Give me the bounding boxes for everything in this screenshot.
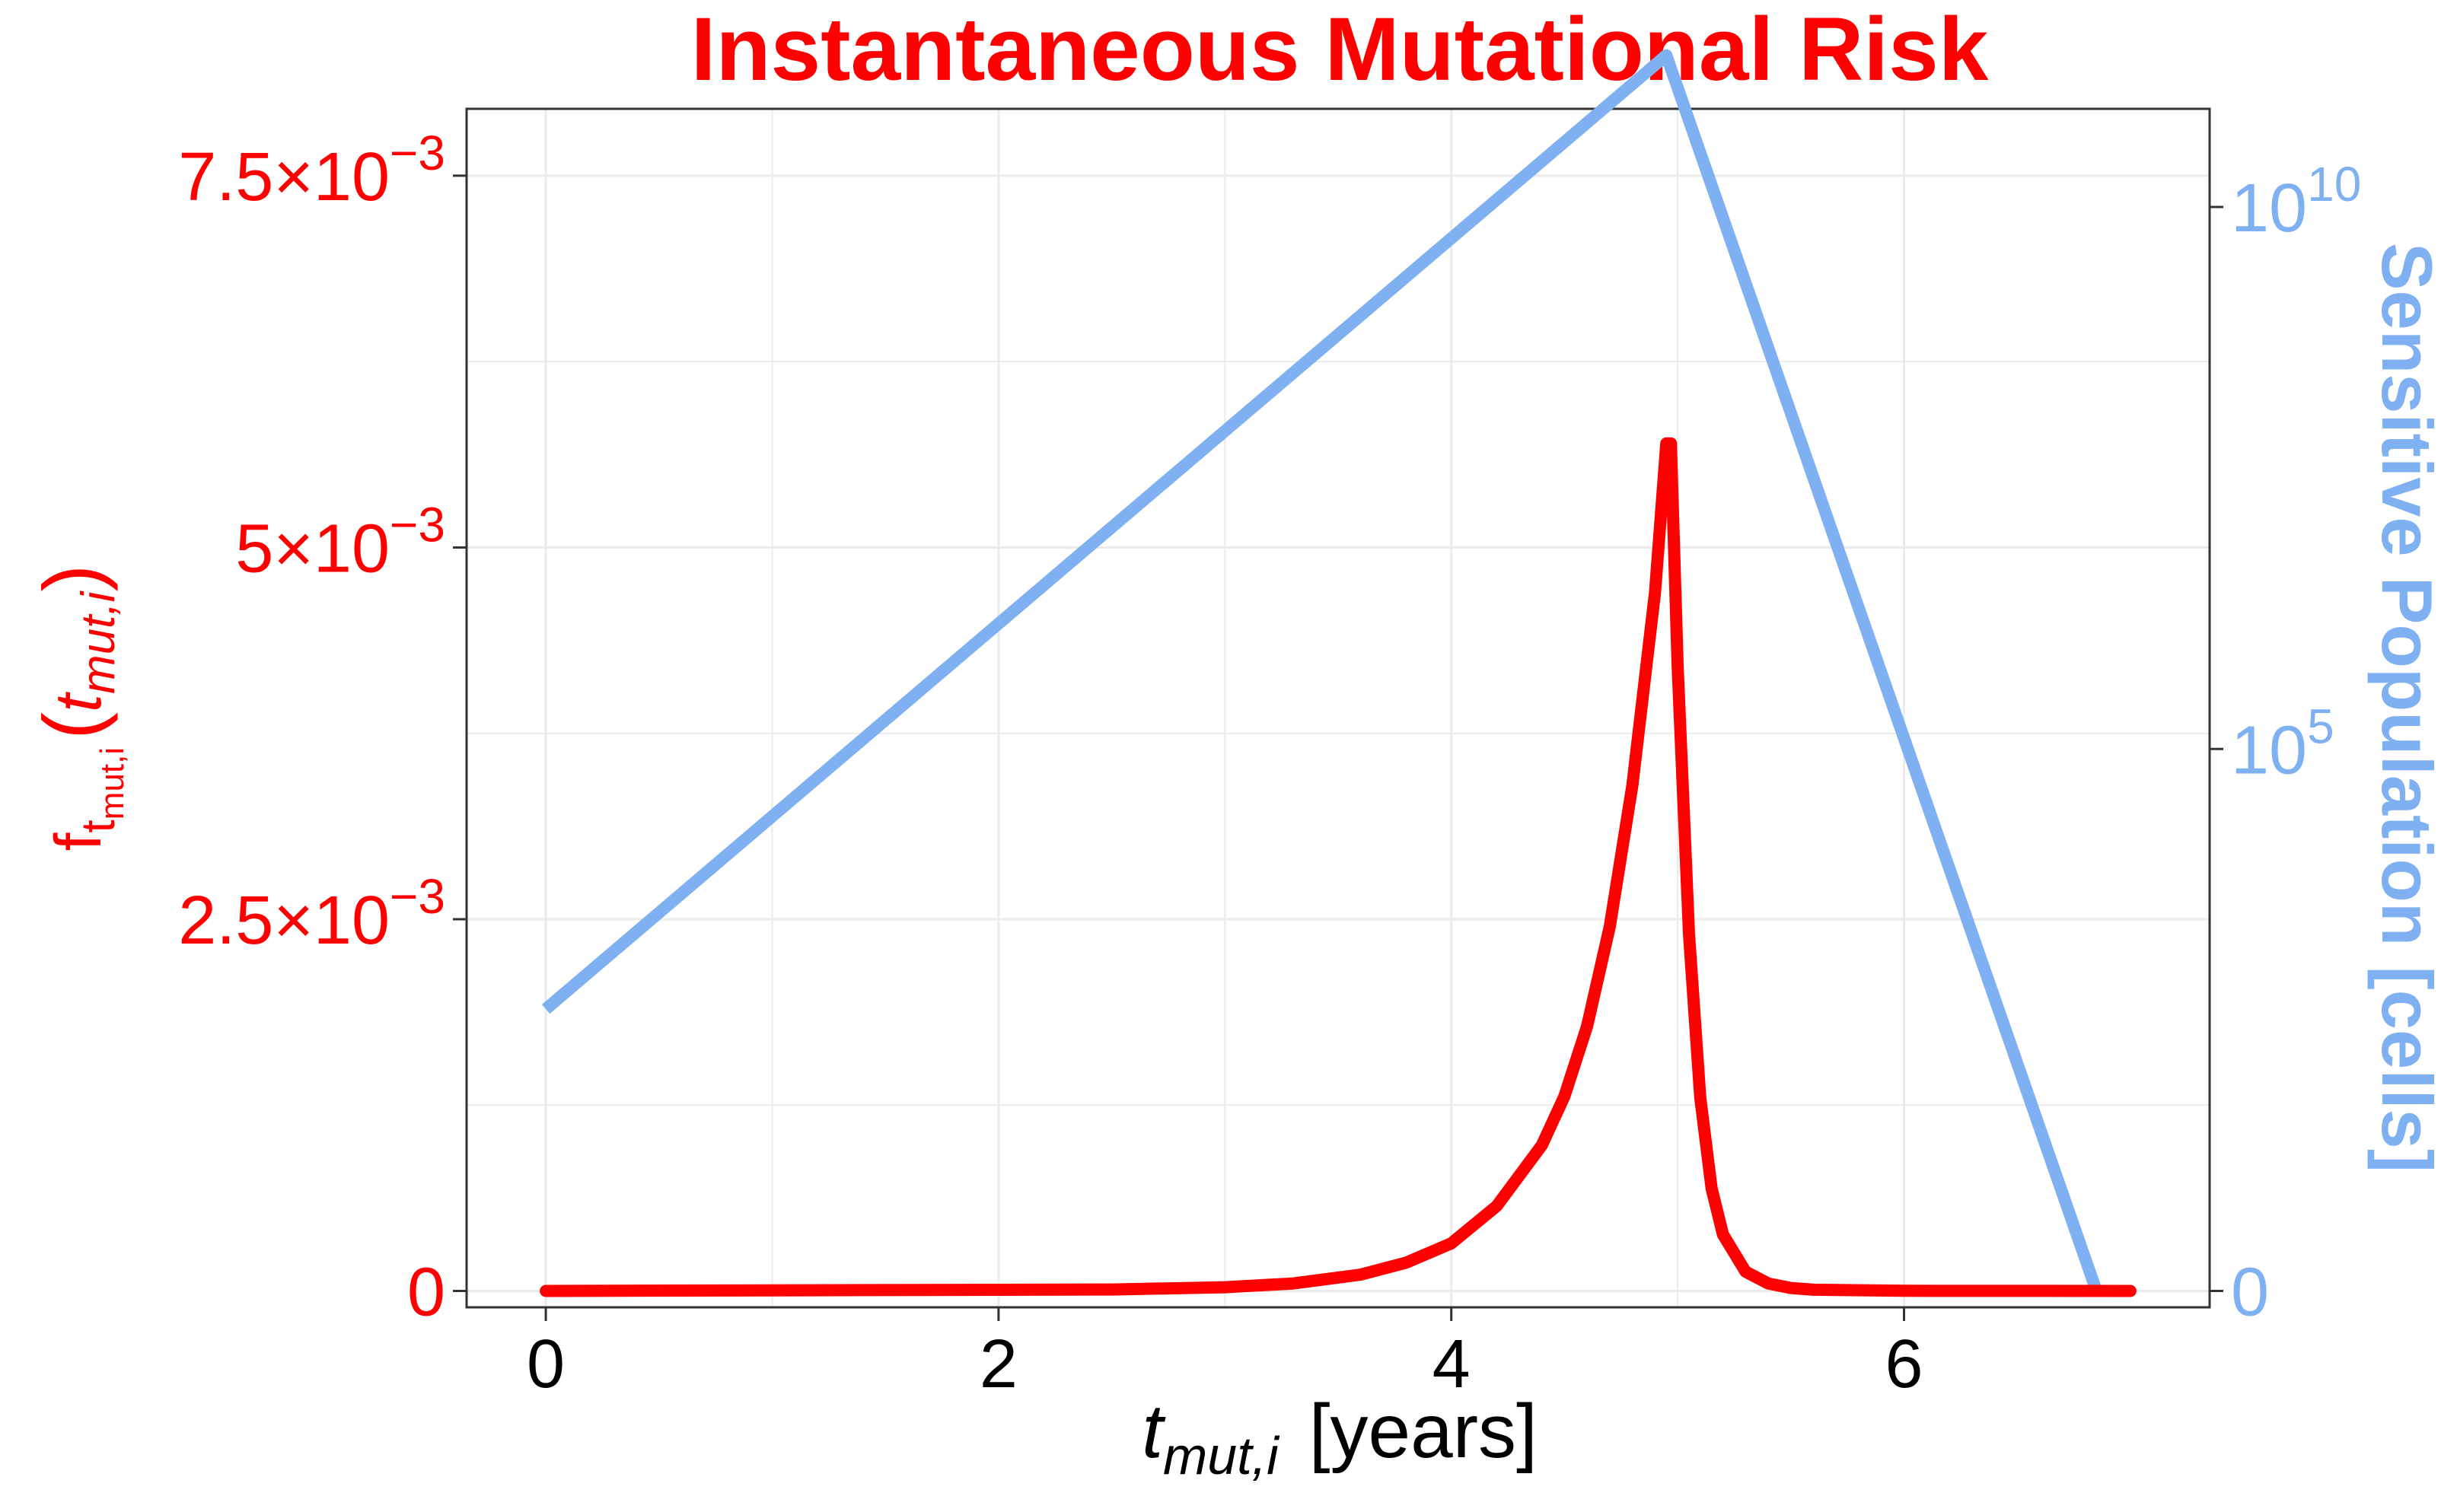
series-layer xyxy=(540,49,2137,1297)
plot-border xyxy=(465,107,2211,1309)
y-right-tick-exp: 5 xyxy=(2307,699,2334,753)
y-axis-right-label: Sensitive Population [cells] xyxy=(2367,243,2447,1173)
x-axis-label: tmut,i [years] xyxy=(1142,1389,1538,1485)
x-tick-label: 6 xyxy=(1885,1326,1923,1402)
y-left-tick-exp: −3 xyxy=(390,869,445,924)
x-axis-label-unit: [years] xyxy=(1309,1389,1538,1474)
y-left-label-sub-mut: mut,i xyxy=(94,747,131,820)
y-left-label-close: ) xyxy=(26,565,118,592)
y-left-label-arg-sub: mut,i xyxy=(72,590,125,694)
y-left-label-sub-t: t xyxy=(72,820,125,832)
x-axis-label-sub: mut,i xyxy=(1163,1426,1280,1485)
x-axis-label-main: t xyxy=(1142,1389,1166,1474)
y-left-tick-exp: −3 xyxy=(390,497,445,552)
y-left-tick-label: 5×10−3 xyxy=(235,497,445,587)
y-left-tick-base: 2.5×10 xyxy=(178,883,390,959)
y-right-tick-base: 0 xyxy=(2231,1255,2269,1331)
y-axis-left-ticks: 02.5×10−35×10−37.5×10−3 xyxy=(178,126,467,1331)
y-right-tick-label: 105 xyxy=(2231,699,2334,788)
y-left-tick-label: 7.5×10−3 xyxy=(178,126,445,215)
grid xyxy=(467,109,2210,1307)
series-sensitive-population-line xyxy=(541,49,2102,1294)
y-left-tick-base: 5×10 xyxy=(235,511,390,587)
y-right-tick-exp: 10 xyxy=(2307,157,2361,212)
x-axis-ticks: 0 2 4 6 xyxy=(527,1307,1923,1402)
y-right-tick-base: 10 xyxy=(2231,712,2307,788)
y-right-tick-label: 1010 xyxy=(2231,157,2361,247)
x-tick-label: 4 xyxy=(1432,1326,1471,1402)
y-right-tick-base: 10 xyxy=(2231,170,2307,247)
y-left-tick-base: 7.5×10 xyxy=(178,139,390,215)
y-left-label-base: f xyxy=(42,832,115,851)
y-left-tick-exp: −3 xyxy=(390,126,445,180)
y-axis-left-label: ftmut,i(tmut,i) xyxy=(26,565,131,851)
x-tick-label: 0 xyxy=(527,1326,565,1402)
y-left-label-open: ( xyxy=(26,712,118,740)
y-left-tick-label: 2.5×10−3 xyxy=(178,869,445,959)
y-left-tick-label: 0 xyxy=(407,1255,445,1331)
series-mutational-risk-line xyxy=(540,437,2137,1297)
y-left-label-arg-t: t xyxy=(42,692,115,712)
y-right-tick-label: 0 xyxy=(2231,1255,2269,1331)
x-tick-label: 2 xyxy=(980,1326,1018,1402)
y-left-tick-base: 0 xyxy=(407,1255,445,1331)
chart-title: Instantaneous Mutational Risk xyxy=(691,0,1989,100)
